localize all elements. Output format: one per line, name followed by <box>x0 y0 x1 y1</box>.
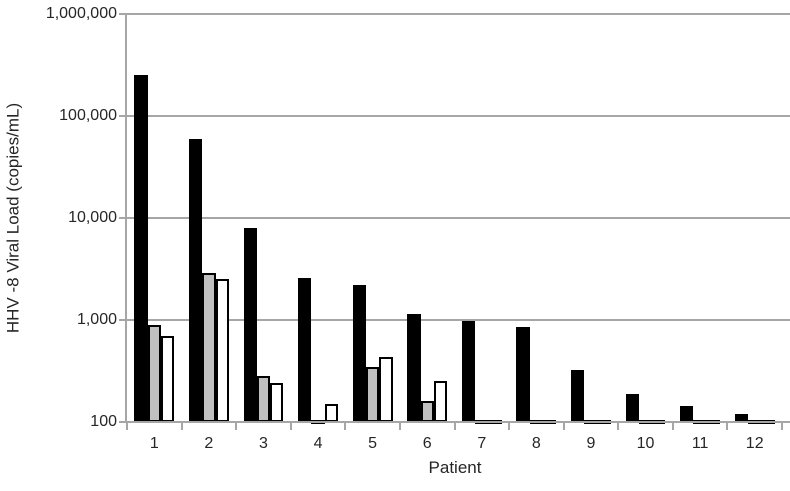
x-tick-label: 7 <box>477 435 487 452</box>
x-tick-label: 1 <box>149 435 159 452</box>
x-axis-tick <box>398 422 401 430</box>
bar-white-bars-patient-2 <box>215 279 229 422</box>
y-axis-tick <box>119 421 127 423</box>
x-tick-label: 3 <box>259 435 268 452</box>
x-axis-tick <box>508 422 511 430</box>
y-axis-tick <box>119 319 127 321</box>
x-tick-label: 5 <box>368 435 378 452</box>
x-tick-label: 12 <box>745 435 764 452</box>
y-tick-label: 1,000,000 <box>45 5 117 22</box>
bar-gray-bars-patient-6 <box>420 401 434 422</box>
x-tick-label: 4 <box>313 435 323 452</box>
bar-black-bars-patient-2 <box>188 138 203 422</box>
x-tick-label: 9 <box>586 435 596 452</box>
x-axis-tick <box>453 422 456 430</box>
y-tick-label: 100 <box>90 413 117 430</box>
x-axis-tick <box>671 422 674 430</box>
bar-black-bars-patient-4 <box>298 277 312 422</box>
bar-white-bars-patient-6 <box>433 381 448 422</box>
x-axis-tick <box>235 422 238 430</box>
x-axis-tick <box>126 422 128 430</box>
bar-black-bars-patient-9 <box>571 370 585 422</box>
x-axis-tick <box>562 422 565 430</box>
x-axis-tick <box>180 422 183 430</box>
x-axis-title: Patient <box>428 458 482 477</box>
bar-black-bars-patient-6 <box>407 313 421 422</box>
x-tick-label: 2 <box>204 435 214 452</box>
bar-black-bars-patient-8 <box>516 327 530 422</box>
y-axis-tick <box>119 115 127 117</box>
bar-black-bars-patient-11 <box>680 405 694 422</box>
gridline <box>127 115 790 117</box>
x-axis-tick <box>344 422 347 430</box>
bar-gray-bars-patient-3 <box>256 376 271 422</box>
bar-gray-bars-patient-1 <box>147 324 161 422</box>
x-tick-label: 6 <box>422 435 432 452</box>
y-axis-tick <box>119 217 127 219</box>
bar-gray-bars-patient-2 <box>202 272 216 422</box>
gridline <box>127 319 790 321</box>
x-axis-tick <box>617 422 620 430</box>
bar-black-bars-patient-7 <box>461 321 476 422</box>
x-axis-tick <box>726 422 729 430</box>
bar-white-bars-patient-3 <box>270 383 284 422</box>
y-axis-tick <box>119 13 127 15</box>
y-tick-label: 10,000 <box>68 209 117 226</box>
bar-white-bars-patient-1 <box>160 335 175 422</box>
bar-white-bars-patient-4 <box>324 404 338 422</box>
gridline <box>127 217 790 219</box>
bar-white-bars-patient-5 <box>379 357 393 422</box>
bar-black-bars-patient-5 <box>352 285 366 422</box>
y-tick-label: 100,000 <box>59 107 117 124</box>
bar-black-bars-patient-3 <box>243 227 257 422</box>
bar-black-bars-patient-10 <box>625 393 639 422</box>
y-axis-line <box>125 14 127 422</box>
x-tick-label: 8 <box>531 435 541 452</box>
bar-black-bars-patient-1 <box>134 75 148 422</box>
y-tick-label: 1,000 <box>76 311 117 328</box>
x-axis-tick <box>781 422 783 430</box>
bar-gray-bars-patient-5 <box>365 366 380 422</box>
gridline <box>127 13 790 15</box>
x-axis-tick <box>289 422 292 430</box>
x-tick-label: 10 <box>636 435 655 452</box>
x-tick-label: 11 <box>691 435 709 452</box>
